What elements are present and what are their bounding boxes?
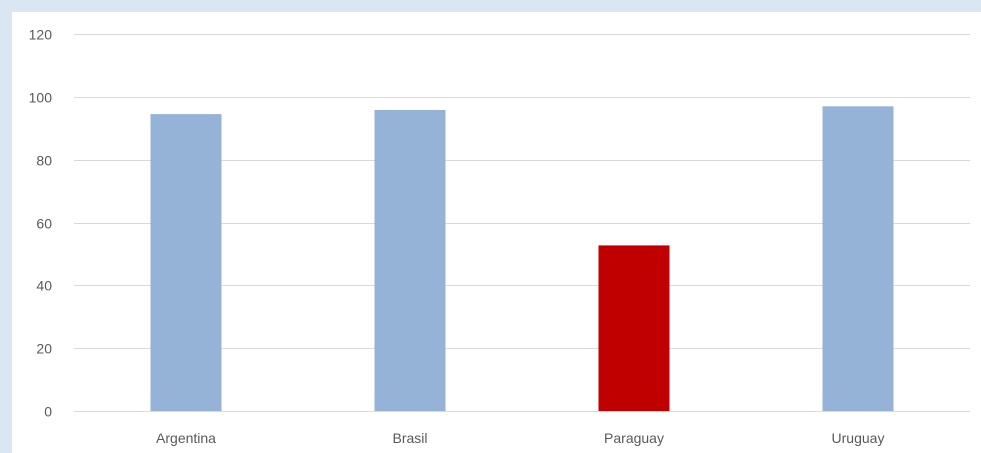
bars bbox=[150, 106, 894, 412]
y-axis-tick-labels: 0 20 40 60 80 100 120 bbox=[29, 27, 53, 420]
x-tick-label: Brasil bbox=[392, 430, 427, 446]
y-tick-label: 20 bbox=[36, 341, 52, 357]
bar-uruguay bbox=[822, 106, 894, 412]
x-tick-label: Argentina bbox=[156, 430, 216, 446]
y-tick-label: 0 bbox=[44, 404, 52, 420]
y-tick-label: 80 bbox=[36, 153, 52, 169]
bar-argentina bbox=[150, 114, 222, 411]
bar-paraguay bbox=[598, 245, 670, 411]
x-tick-label: Paraguay bbox=[604, 430, 664, 446]
x-axis-category-labels: Argentina Brasil Paraguay Uruguay bbox=[156, 430, 884, 446]
y-tick-label: 60 bbox=[36, 216, 52, 232]
y-tick-label: 100 bbox=[29, 90, 53, 106]
y-tick-label: 40 bbox=[36, 278, 52, 294]
gridlines bbox=[74, 34, 970, 412]
x-tick-label: Uruguay bbox=[832, 430, 885, 446]
y-tick-label: 120 bbox=[29, 27, 53, 43]
bar-brasil bbox=[374, 110, 446, 411]
